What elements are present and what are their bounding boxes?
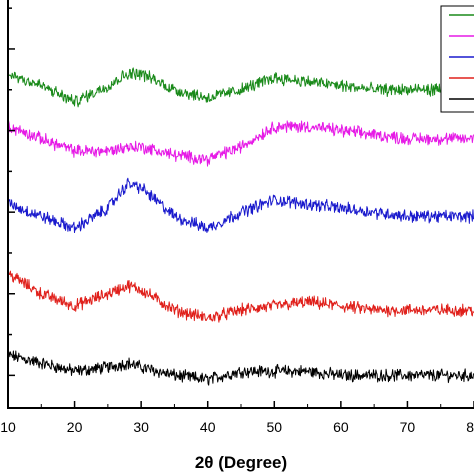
series-line-0 xyxy=(7,350,474,386)
series-line-4 xyxy=(7,67,474,108)
tick-layer: 10 20 30 40 50 60 70 80 xyxy=(0,7,474,435)
x-tick-label: 30 xyxy=(133,419,149,435)
legend-box xyxy=(440,5,474,113)
legend xyxy=(440,5,474,113)
series-layer xyxy=(7,67,474,386)
x-tick-label: 20 xyxy=(67,419,83,435)
x-tick-label: 50 xyxy=(266,419,282,435)
x-tick-label: 60 xyxy=(333,419,349,435)
series-line-2 xyxy=(7,177,474,234)
plot-frame xyxy=(7,0,474,409)
series-line-1 xyxy=(7,270,474,323)
x-axis-title: 2θ (Degree) xyxy=(195,453,287,472)
x-tick-label: 70 xyxy=(400,419,416,435)
x-tick-label: 40 xyxy=(200,419,216,435)
series-line-3 xyxy=(7,120,474,167)
x-tick-label: 80 xyxy=(466,419,474,435)
x-tick-label: 10 xyxy=(0,419,16,435)
